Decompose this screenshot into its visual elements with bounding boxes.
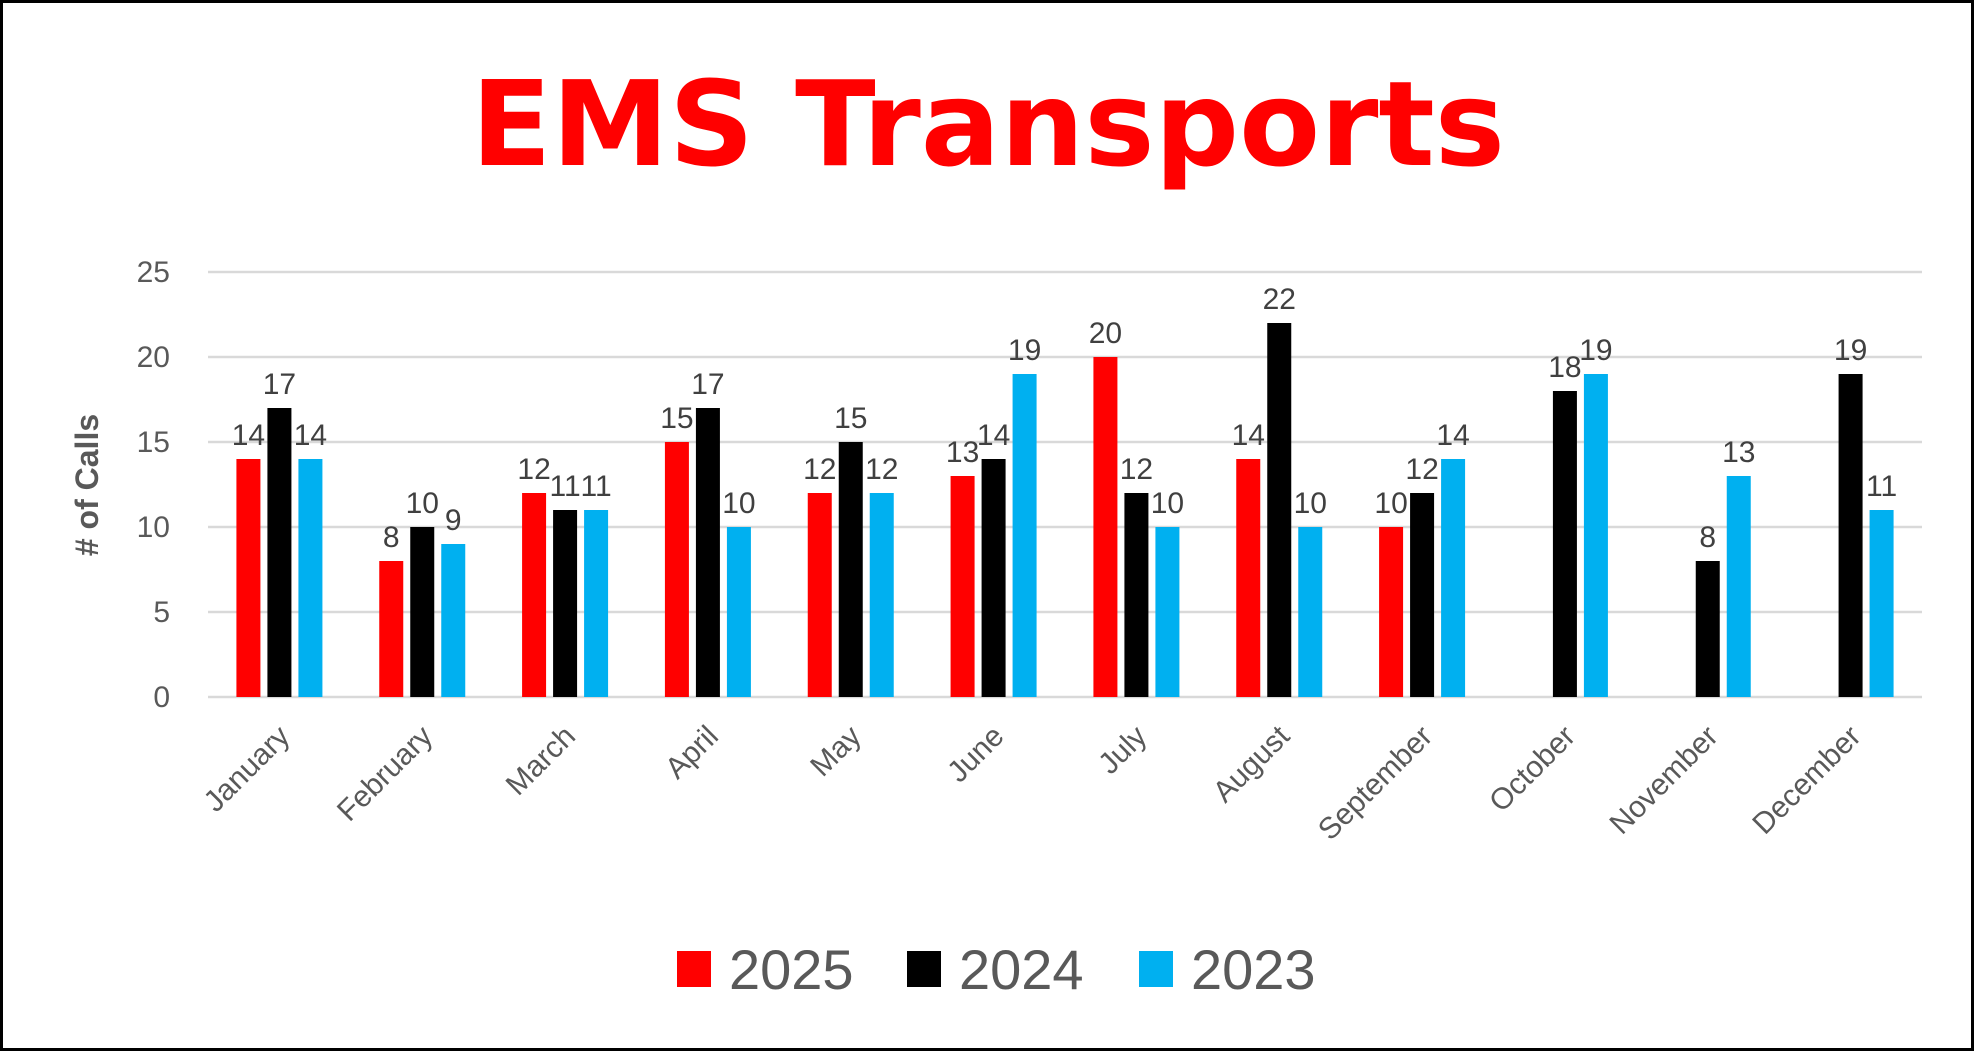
x-tick-label: October: [1483, 720, 1582, 819]
bar-2023-september: [1441, 459, 1466, 697]
data-label: 8: [1699, 521, 1716, 554]
bar-2023-april: [726, 527, 751, 697]
data-label: 17: [263, 368, 296, 401]
bar-2025-march: [522, 493, 547, 697]
y-axis-label: # of Calls: [69, 414, 105, 556]
bar-2024-january: [267, 408, 292, 697]
bar-2023-november: [1726, 476, 1751, 697]
bars: [236, 323, 1894, 697]
data-label: 12: [1120, 453, 1153, 486]
data-label: 13: [1722, 436, 1755, 469]
data-label: 22: [1263, 283, 1296, 316]
legend: 2025 2024 2023: [677, 938, 1316, 1001]
data-label: 10: [1294, 487, 1327, 520]
legend-label-2024: 2024: [959, 938, 1084, 1001]
data-label: 20: [1089, 317, 1122, 350]
bar-2023-may: [869, 493, 894, 697]
data-label: 12: [803, 453, 836, 486]
data-label: 19: [1579, 334, 1612, 367]
data-label: 13: [946, 436, 979, 469]
data-label: 9: [445, 504, 462, 537]
bar-2024-november: [1695, 561, 1720, 697]
x-tick-label: July: [1092, 720, 1153, 781]
bar-2024-august: [1267, 323, 1292, 697]
bar-2024-december: [1838, 374, 1863, 697]
data-label: 10: [1151, 487, 1184, 520]
data-label: 12: [865, 453, 898, 486]
y-tick-label: 20: [137, 341, 170, 374]
legend-swatch-2023: [1139, 951, 1173, 987]
x-tick-label: February: [331, 720, 439, 828]
y-tick-label: 10: [137, 511, 170, 544]
x-tick-label: June: [941, 720, 1010, 789]
x-tick-label: April: [659, 720, 725, 786]
data-label: 14: [1232, 419, 1265, 452]
x-tick-label: November: [1604, 720, 1725, 841]
bar-2024-february: [410, 527, 435, 697]
bar-2025-july: [1093, 357, 1118, 697]
data-label: 15: [834, 402, 867, 435]
bar-2024-april: [695, 408, 720, 697]
y-tick-label: 5: [153, 596, 170, 629]
x-tick-label: March: [500, 720, 582, 802]
x-tick-label: January: [198, 720, 297, 819]
bar-2023-october: [1583, 374, 1608, 697]
data-label: 17: [691, 368, 724, 401]
gridlines: [208, 270, 1922, 699]
x-tick-label: May: [804, 720, 867, 783]
bar-2024-may: [838, 442, 863, 697]
bar-2023-january: [298, 459, 323, 697]
bar-2024-march: [553, 510, 578, 697]
chart-title: EMS Transports: [471, 55, 1505, 193]
bar-2023-june: [1012, 374, 1037, 697]
bar-2025-january: [236, 459, 261, 697]
bar-2025-august: [1236, 459, 1261, 697]
x-tick-label: September: [1312, 720, 1439, 847]
data-label: 15: [660, 402, 693, 435]
legend-swatch-2025: [677, 951, 711, 987]
data-label: 8: [383, 521, 400, 554]
bar-2023-february: [441, 544, 466, 697]
legend-label-2025: 2025: [729, 938, 854, 1001]
data-label: 12: [517, 453, 550, 486]
bar-2023-august: [1298, 527, 1323, 697]
bar-2024-july: [1124, 493, 1149, 697]
bar-2023-december: [1869, 510, 1894, 697]
bar-2024-june: [981, 459, 1006, 697]
data-label: 14: [1436, 419, 1469, 452]
y-tick-label: 0: [153, 681, 170, 714]
legend-label-2023: 2023: [1191, 938, 1316, 1001]
data-label: 18: [1548, 351, 1581, 384]
x-axis-ticks: January February March April May June July Augu…: [198, 719, 1868, 847]
bar-2024-september: [1410, 493, 1435, 697]
data-label: 11: [581, 470, 612, 503]
x-tick-label: December: [1746, 720, 1867, 841]
y-tick-label: 15: [137, 426, 170, 459]
bar-2025-april: [664, 442, 689, 697]
bar-2025-june: [950, 476, 975, 697]
y-tick-label: 25: [137, 256, 170, 289]
data-label: 14: [294, 419, 327, 452]
data-label: 11: [550, 470, 581, 503]
data-label: 19: [1008, 334, 1041, 367]
data-label: 10: [406, 487, 439, 520]
bar-2025-september: [1379, 527, 1404, 697]
bar-2025-may: [807, 493, 832, 697]
bar-2023-july: [1155, 527, 1180, 697]
x-tick-label: August: [1207, 719, 1297, 809]
data-label: 10: [722, 487, 755, 520]
bar-2024-october: [1552, 391, 1577, 697]
y-axis-ticks: 0 5 10 15 20 25: [137, 256, 170, 714]
data-label: 12: [1405, 453, 1438, 486]
data-label: 19: [1834, 334, 1867, 367]
bar-2025-february: [379, 561, 404, 697]
data-label: 14: [977, 419, 1010, 452]
data-label: 10: [1374, 487, 1407, 520]
data-label: 14: [232, 419, 265, 452]
legend-swatch-2024: [907, 951, 941, 987]
bar-2023-march: [584, 510, 609, 697]
data-label: 11: [1866, 470, 1897, 503]
